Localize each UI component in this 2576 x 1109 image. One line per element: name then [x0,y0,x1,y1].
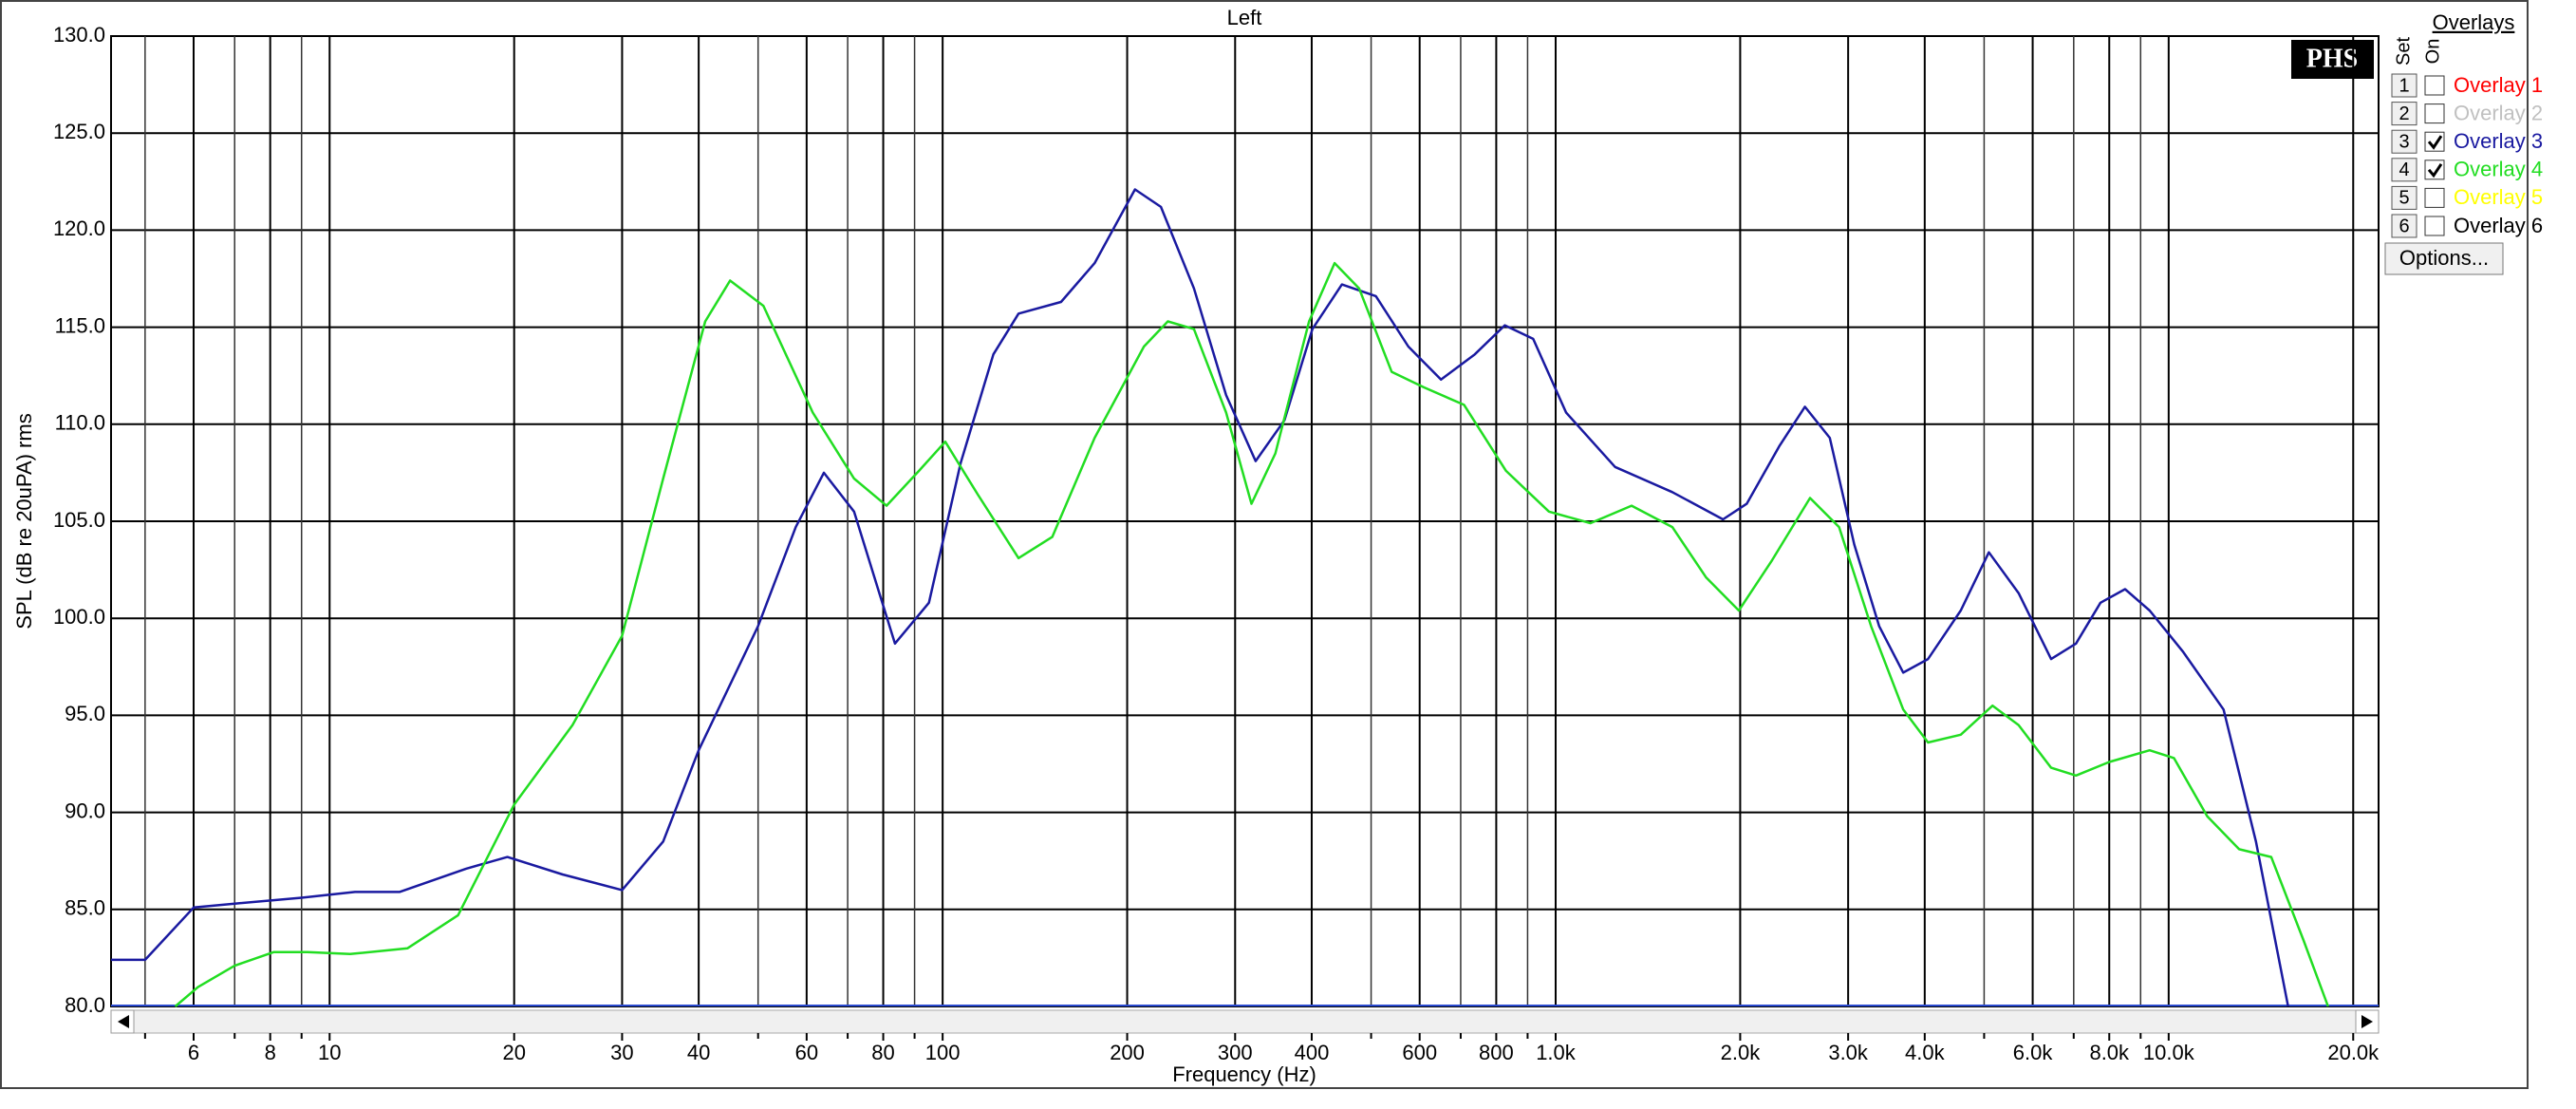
grid [111,35,2379,1007]
legend-label: Overlay 3 [2454,129,2543,153]
legend-row: 3 Overlay 3 [2391,129,2543,154]
x-tick-label: 200 [1110,1041,1145,1064]
set-button[interactable] [2391,129,2417,154]
x-tick-label: 20 [502,1041,525,1064]
set-number: 6 [2399,216,2409,236]
set-button[interactable] [2391,158,2417,182]
legend-row: 4 Overlay 4 [2391,158,2543,182]
y-tick-label: 130.0 [53,23,105,47]
legend-title: Overlays [2433,10,2515,34]
set-number: 5 [2399,188,2409,209]
y-tick-label: 120.0 [53,216,105,240]
x-tick-label: 400 [1295,1041,1330,1064]
on-checkbox[interactable] [2424,75,2445,96]
x-tick-label: 3.0k [1828,1041,1869,1064]
x-tick-label: 300 [1218,1041,1253,1064]
legend-row: 1 Overlay 1 [2391,73,2543,98]
legend-on-label: On [2422,39,2443,65]
y-tick-label: 125.0 [53,120,105,143]
x-tick-label: 8 [265,1041,276,1064]
legend-row: 5 Overlay 5 [2391,185,2543,210]
chart-title: Left [1227,6,1262,29]
x-tick-label: 30 [610,1041,633,1064]
y-axis-label: SPL (dB re 20uPA) rms [12,413,36,629]
x-tick-label: 4.0k [1905,1041,1946,1064]
x-tick-label: 2.0k [1721,1041,1762,1064]
x-tick-label: 80 [871,1041,894,1064]
scroll-left-arrow [118,1015,129,1028]
legend-set-label: Set [2393,37,2414,66]
x-tick-label: 600 [1402,1041,1437,1064]
set-number: 4 [2399,160,2409,180]
checkmark [2427,162,2443,179]
options-button[interactable]: Options... [2384,242,2504,275]
legend-label: Overlay 5 [2454,185,2543,209]
set-button[interactable] [2391,185,2417,210]
set-button[interactable] [2391,102,2417,126]
y-tick-label: 90.0 [65,799,105,822]
x-tick-label: 800 [1479,1041,1514,1064]
set-button[interactable] [2391,73,2417,98]
logo: PHS [2306,44,2358,73]
y-tick-label: 115.0 [55,313,105,337]
series-line [174,261,2329,1007]
options-button-box[interactable] [2384,242,2504,275]
y-tick-label: 110.0 [55,411,105,435]
legend-label: Overlay 1 [2454,73,2543,97]
set-button[interactable] [2391,214,2417,238]
series-line [111,188,2289,1007]
legend-row: 6 Overlay 6 [2391,214,2543,238]
x-tick-label: 1.0k [1536,1041,1577,1064]
on-checkbox[interactable] [2424,216,2445,236]
checkmark [2427,135,2443,150]
x-axis-label: Frequency (Hz) [1172,1062,1316,1086]
on-checkbox[interactable] [2424,103,2445,124]
legend-label: Overlay 4 [2454,158,2543,181]
x-tick-label: 8.0k [2089,1041,2130,1064]
x-tick-label: 10.0k [2143,1041,2195,1064]
x-tick-label: 20.0k [2327,1041,2380,1064]
scrollbar[interactable] [110,1009,2380,1034]
on-checkbox[interactable] [2424,187,2445,208]
set-number: 2 [2399,103,2409,124]
x-tick-label: 40 [687,1041,710,1064]
set-number: 3 [2399,131,2409,152]
scroll-right-arrow [2361,1015,2373,1028]
x-tick-label: 6.0k [2013,1041,2054,1064]
legend-label: Overlay 6 [2454,214,2543,237]
x-tick-label: 60 [795,1041,818,1064]
y-tick-label: 105.0 [53,508,105,532]
y-tick-label: 85.0 [65,896,105,920]
x-tick-label: 10 [318,1041,341,1064]
scrollbar-track[interactable] [110,1009,2380,1034]
legend-row: 2 Overlay 2 [2391,101,2543,126]
x-tick-label: 100 [925,1041,961,1064]
y-tick-label: 80.0 [65,993,105,1017]
y-tick-label: 100.0 [53,605,105,629]
y-tick-label: 95.0 [65,702,105,725]
set-number: 1 [2399,75,2409,96]
logo-box [2291,40,2374,79]
x-tick-label: 6 [188,1041,199,1064]
legend-label: Overlay 2 [2454,101,2543,124]
options-button-label[interactable]: Options... [2399,246,2489,270]
